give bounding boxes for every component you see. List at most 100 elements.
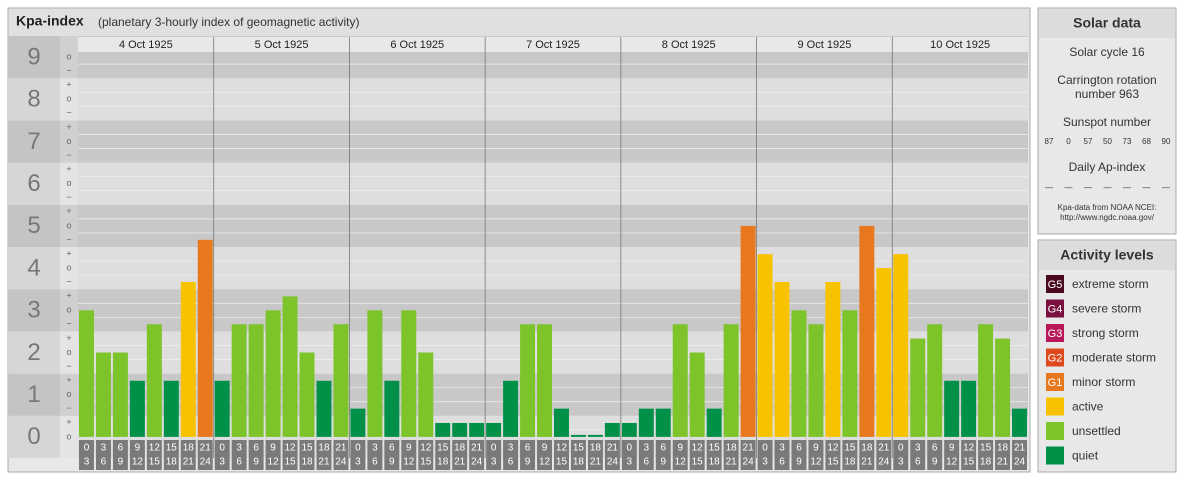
hour-box [265,440,281,470]
hour-end: 21 [997,457,1009,468]
hour-start: 21 [471,443,483,454]
hour-start: 12 [827,443,839,454]
hour-start: 9 [135,443,141,454]
hour-start: 15 [844,443,856,454]
hour-box [910,440,926,470]
hour-start: 6 [389,443,395,454]
bar [876,268,892,437]
minor-band [60,373,78,416]
hour-box [537,440,552,470]
bar [859,225,875,437]
hour-box [961,440,977,470]
source: Kpa-data from NOAA NCEI: [1058,203,1157,212]
hour-start: 18 [454,443,466,454]
legend-label: unsettled [1072,424,1121,438]
legend-swatch [1046,373,1064,391]
hour-start: 6 [796,443,802,454]
hour-end: 6 [779,457,785,468]
bar [689,352,705,437]
hour-end: 12 [268,457,280,468]
hour-start: 12 [963,443,975,454]
hour-end: 6 [101,457,107,468]
source: http://www.ngdc.noaa.gov/ [1060,213,1155,222]
hour-end: 15 [556,457,568,468]
sunspot-value: 0 [1066,137,1071,146]
hour-start: 6 [660,443,666,454]
hour-box [621,440,637,470]
minor-band [60,162,78,205]
hour-end: 18 [437,457,449,468]
y-tick-label: 3 [27,297,40,324]
minor-band [60,120,78,163]
hour-start: 21 [1014,443,1026,454]
hour-end: 15 [827,457,839,468]
minor-tick-label: + [66,80,71,90]
hour-box [316,440,332,470]
hour-box [214,440,230,470]
activity-title: Activity levels [1060,247,1154,263]
hour-end: 15 [692,457,704,468]
hour-start: 15 [166,443,178,454]
minor-band [60,36,78,79]
hour-box [248,440,264,470]
title: Kpa-index [16,13,84,29]
hour-end: 24 [878,457,890,468]
bar [435,422,451,437]
hour-start: 6 [118,443,124,454]
bar [333,324,349,437]
bar [672,324,688,437]
hour-end: 18 [166,457,178,468]
y-tick-label: 4 [27,254,40,281]
bar [79,310,94,437]
hour-end: 3 [355,457,361,468]
hour-end: 9 [660,457,666,468]
minor-band [60,289,78,332]
bar [944,380,960,437]
sunspot-value: 57 [1084,137,1093,146]
bar [180,282,196,437]
legend-code: G1 [1048,377,1063,389]
hour-end: 15 [284,457,296,468]
hour-start: 9 [406,443,412,454]
hour-box [520,440,536,470]
hour-start: 21 [878,443,890,454]
hour-box [231,440,247,470]
hour-box [876,440,892,470]
hour-box [825,440,841,470]
legend-label: quiet [1072,449,1099,463]
sunspot-value: 90 [1162,137,1171,146]
bar [570,434,586,437]
hour-start: 3 [236,443,242,454]
bar [621,422,637,437]
hour-end: 21 [726,457,738,468]
minor-tick-label: o [66,220,71,230]
header-bar [9,9,1029,36]
minor-tick-label: + [66,333,71,343]
hour-start: 6 [932,443,938,454]
hour-box [842,440,858,470]
hour-box [503,440,519,470]
legend-swatch [1046,422,1064,440]
axis-band [8,162,60,205]
hour-box [570,440,586,470]
hour-box [995,440,1011,470]
minor-tick-label: − [66,66,71,76]
hour-end: 21 [318,457,330,468]
hour-box [384,440,400,470]
bar [248,324,264,437]
bar [265,310,281,437]
legend-label: strong storm [1072,326,1139,340]
bar [825,282,841,437]
bar [842,310,858,437]
hour-end: 3 [627,457,633,468]
hour-box [604,440,620,470]
minor-tick-label: − [66,192,71,202]
minor-band [60,78,78,121]
axis-band [8,373,60,416]
ap-value: — [1045,183,1053,192]
minor-tick-label: + [66,375,71,385]
bar [486,422,502,437]
day-label: 6 Oct 1925 [390,39,444,51]
hour-start: 21 [200,443,212,454]
hour-box [333,440,349,470]
